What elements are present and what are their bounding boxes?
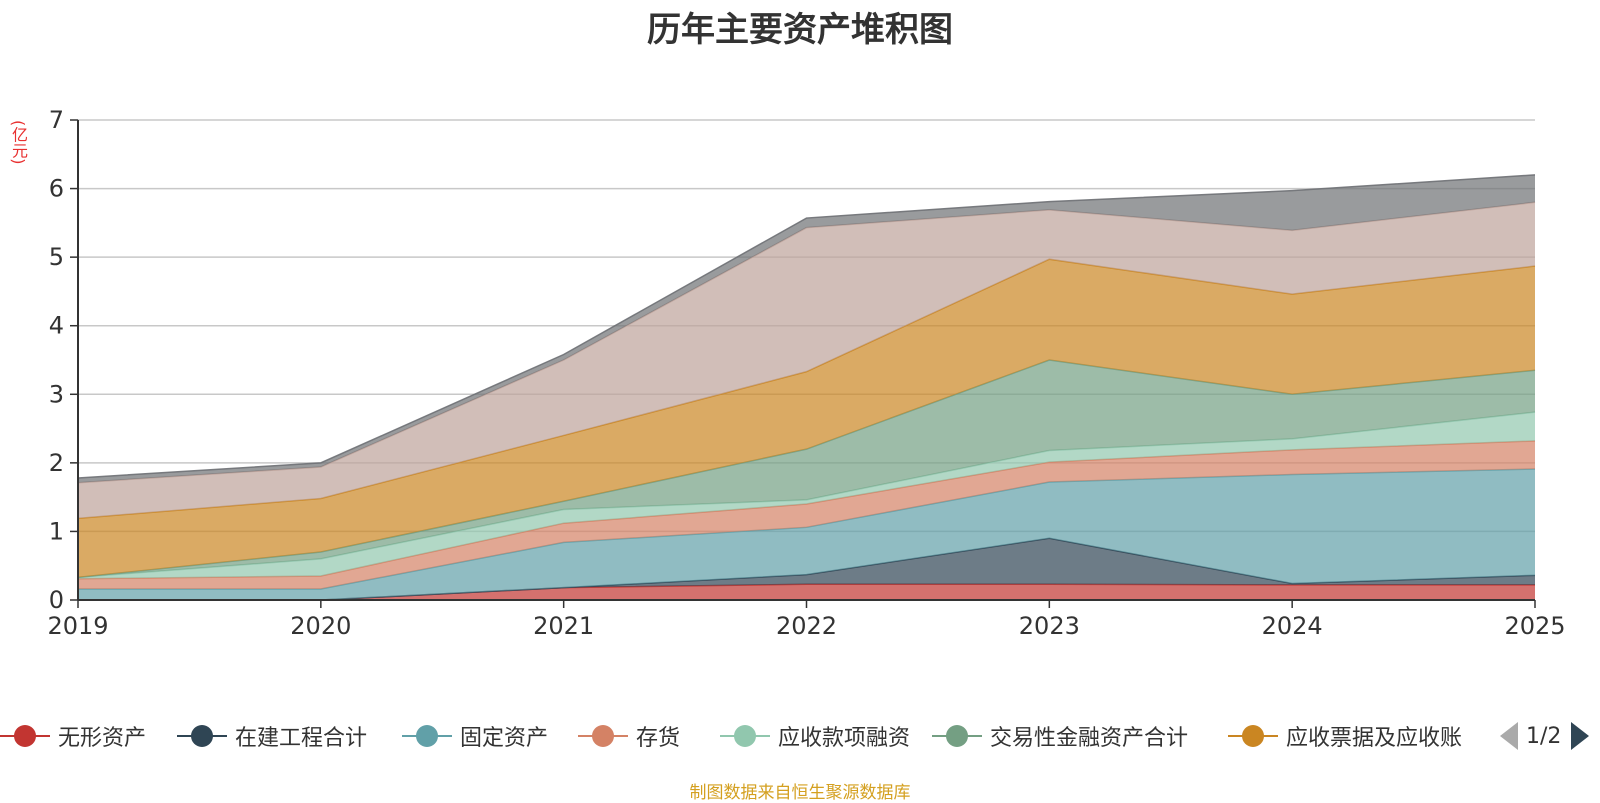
legend-pager: 1/2	[1500, 716, 1590, 756]
legend-label: 应收票据及应收账	[1286, 726, 1463, 751]
area-series-2[interactable]	[78, 538, 1535, 600]
x-tick-label: 2021	[533, 612, 594, 640]
y-tick-label: 4	[49, 312, 64, 340]
series-line-9	[77, 174, 1536, 479]
legend-label: 固定资产	[460, 726, 549, 751]
legend-marker	[720, 716, 770, 756]
y-tick-label: 3	[49, 380, 64, 408]
legend-item-5[interactable]: 应收款项融资	[720, 716, 910, 756]
y-tick-label: 7	[49, 106, 64, 134]
legend-dot-icon	[14, 725, 36, 747]
area-series-9[interactable]	[78, 174, 1535, 483]
x-tick-label: 2020	[290, 612, 351, 640]
x-tick-label: 2022	[776, 612, 837, 640]
legend-marker	[0, 716, 50, 756]
legend-marker	[1228, 716, 1278, 756]
legend-dot-icon	[1242, 725, 1264, 747]
y-tick-label: 5	[49, 243, 64, 271]
y-tick-label: 2	[49, 449, 64, 477]
area-series-7[interactable]	[78, 259, 1535, 578]
legend-dot-icon	[592, 725, 614, 747]
legend-dot-icon	[416, 725, 438, 747]
chart-title: 历年主要资产堆积图	[647, 10, 953, 50]
y-axis-unit-label: (亿元)	[9, 120, 28, 165]
area-series-4[interactable]	[78, 440, 1535, 590]
area-series-5[interactable]	[78, 412, 1535, 579]
y-tick-label: 0	[49, 586, 64, 614]
area-series-1[interactable]	[78, 584, 1535, 600]
legend-prev-page-button[interactable]	[1500, 722, 1518, 750]
y-tick-label: 6	[49, 175, 64, 203]
legend-label: 在建工程合计	[235, 726, 368, 751]
legend-item-2[interactable]: 在建工程合计	[177, 716, 367, 756]
legend-item-3[interactable]: 固定资产	[402, 716, 548, 756]
area-series-3[interactable]	[78, 469, 1535, 600]
x-tick-label: 2024	[1262, 612, 1323, 640]
legend-marker	[578, 716, 628, 756]
x-tick-label: 2023	[1019, 612, 1080, 640]
legend-marker	[402, 716, 452, 756]
legend-page-indicator: 1/2	[1526, 723, 1562, 749]
legend-dot-icon	[734, 725, 756, 747]
legend-label: 交易性金融资产合计	[990, 726, 1189, 751]
legend-marker	[177, 716, 227, 756]
legend-next-page-button[interactable]	[1571, 722, 1590, 750]
legend-label: 无形资产	[58, 726, 147, 751]
x-tick-label: 2025	[1504, 612, 1565, 640]
legend-label: 应收款项融资	[778, 726, 911, 751]
legend-item-4[interactable]: 存货	[578, 716, 680, 756]
area-series-8[interactable]	[78, 202, 1535, 519]
legend-label: 存货	[636, 726, 681, 751]
legend-item-7[interactable]: 应收票据及应收账	[1228, 716, 1462, 756]
y-tick-label: 1	[49, 517, 64, 545]
legend-dot-icon	[946, 725, 968, 747]
area-series-6[interactable]	[78, 360, 1535, 578]
legend-item-1[interactable]: 无形资产	[0, 716, 146, 756]
legend-marker	[932, 716, 982, 756]
data-source-note: 制图数据来自恒生聚源数据库	[689, 783, 911, 803]
chart-legend: 无形资产 在建工程合计 固定资产 存货 应收款项融资 交易性金融资产合计 应收票据及应收账	[0, 716, 1600, 756]
legend-dot-icon	[191, 725, 213, 747]
x-tick-label: 2019	[47, 612, 108, 640]
legend-item-6[interactable]: 交易性金融资产合计	[932, 716, 1188, 756]
